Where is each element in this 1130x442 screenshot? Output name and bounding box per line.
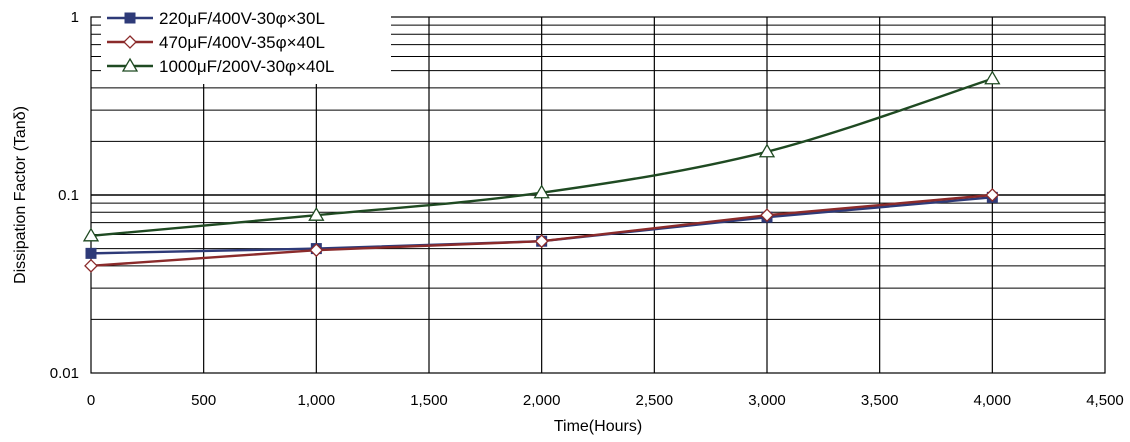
series-point: [85, 247, 97, 259]
x-tick-label: 1,000: [298, 392, 336, 409]
series-2: [84, 188, 1000, 273]
series-point: [84, 258, 98, 273]
x-tick-label: 4,500: [1086, 392, 1124, 409]
series-point: [984, 70, 1001, 85]
legend-item: 470μF/400V-35φ×40L: [107, 33, 325, 52]
legend-item: 220μF/400V-30φ×30L: [107, 9, 325, 28]
series-point: [82, 227, 100, 242]
series-point: [758, 143, 776, 158]
legend-label: 470μF/400V-35φ×40L: [159, 33, 325, 52]
x-tick-label: 2,000: [523, 392, 561, 409]
legend-label: 220μF/400V-30φ×30L: [159, 9, 325, 28]
x-axis-label: Time(Hours): [554, 418, 642, 435]
x-tick-label: 2,500: [636, 392, 674, 409]
x-tick-label: 500: [191, 392, 216, 409]
legend-label: 1000μF/200V-30φ×40L: [159, 57, 334, 76]
x-tick-label: 0: [87, 392, 95, 409]
x-tick-label: 3,500: [861, 392, 899, 409]
series-point: [985, 188, 1000, 202]
legend-item: 1000μF/200V-30φ×40L: [107, 57, 334, 76]
x-tick-label: 4,000: [974, 392, 1012, 409]
legend-marker: [124, 12, 136, 24]
legend-background: [101, 8, 391, 84]
plot-area-frame: [90, 16, 1106, 374]
series-point: [760, 208, 774, 223]
series-group: [82, 70, 1001, 273]
legend: 220μF/400V-30φ×30L 470μF/400V-35φ×40L 1000…: [101, 8, 391, 84]
x-tick-label: 1,500: [410, 392, 448, 409]
y-axis-label: Dissipation Factor (Tanδ): [12, 106, 29, 284]
y-tick-label: 0.01: [50, 365, 79, 382]
x-axis-ticks: 0 500 1,000 1,500 2,000 2,500 3,000 3,500 4,000 4…: [87, 392, 1124, 409]
y-axis-ticks: 0.01 0.1 1: [50, 9, 79, 382]
series-3: [82, 70, 1001, 242]
series-point: [534, 234, 549, 249]
legend-marker: [121, 57, 139, 72]
series-point: [533, 184, 550, 199]
series-point: [308, 206, 325, 221]
x-tick-label: 3,000: [748, 392, 786, 409]
legend-marker: [123, 35, 137, 49]
y-tick-label: 0.1: [58, 187, 79, 204]
y-tick-label: 1: [71, 9, 79, 26]
series-point: [309, 243, 324, 258]
